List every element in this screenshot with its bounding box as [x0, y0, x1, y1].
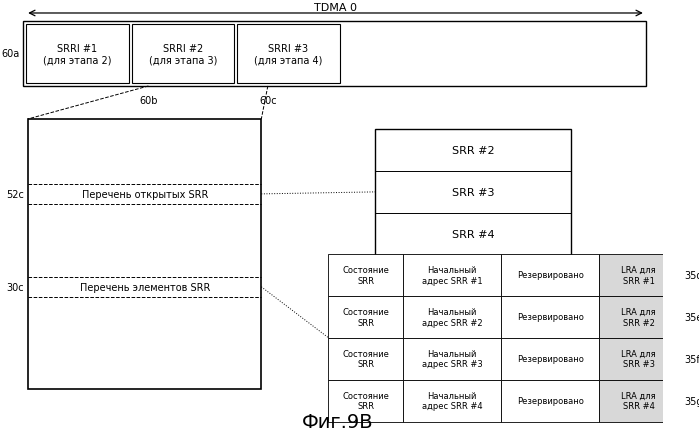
Text: Начальный
адрес SRR #2: Начальный адрес SRR #2: [421, 307, 482, 327]
Bar: [501, 380, 599, 422]
Bar: [329, 296, 403, 338]
Text: Резервировано: Резервировано: [517, 355, 584, 363]
Bar: [23, 22, 646, 87]
Bar: [329, 380, 403, 422]
Text: 30c: 30c: [7, 282, 24, 292]
Bar: [403, 254, 501, 296]
Text: Начальный
адрес SRR #3: Начальный адрес SRR #3: [421, 349, 482, 368]
Text: Резервировано: Резервировано: [517, 396, 584, 405]
Bar: [403, 338, 501, 380]
Bar: [501, 338, 599, 380]
Text: Начальный
адрес SRR #4: Начальный адрес SRR #4: [421, 391, 482, 411]
Text: LRA для
SRR #2: LRA для SRR #2: [621, 307, 656, 327]
Bar: [403, 296, 501, 338]
Bar: [599, 338, 678, 380]
Text: Состояние
SRR: Состояние SRR: [343, 307, 389, 327]
Text: Перечень элементов SRR: Перечень элементов SRR: [80, 282, 210, 292]
Text: 60c: 60c: [259, 96, 277, 106]
Text: Перечень открытых SRR: Перечень открытых SRR: [82, 190, 208, 200]
Bar: [375, 130, 571, 255]
Text: SRRI #3
(для этапа 4): SRRI #3 (для этапа 4): [254, 43, 322, 65]
Text: SRRI #2
(для этапа 3): SRRI #2 (для этапа 3): [149, 43, 217, 65]
Text: SRR #4: SRR #4: [452, 229, 494, 239]
Bar: [28, 120, 261, 389]
Text: 60b: 60b: [139, 96, 158, 106]
Text: 35g: 35g: [684, 396, 699, 406]
Bar: [131, 25, 234, 84]
Text: Состояние
SRR: Состояние SRR: [343, 266, 389, 285]
Text: SRRI #1
(для этапа 2): SRRI #1 (для этапа 2): [43, 43, 112, 65]
Text: 60a: 60a: [1, 49, 20, 59]
Text: Фиг.9B: Фиг.9B: [301, 412, 373, 431]
Text: Начальный
адрес SRR #1: Начальный адрес SRR #1: [421, 266, 482, 285]
Bar: [501, 254, 599, 296]
Bar: [329, 254, 403, 296]
Text: Состояние
SRR: Состояние SRR: [343, 391, 389, 411]
Text: 35d: 35d: [684, 270, 699, 280]
Text: TDMA 0: TDMA 0: [314, 3, 357, 13]
Text: 52c: 52c: [6, 190, 24, 200]
Text: Состояние
SRR: Состояние SRR: [343, 349, 389, 368]
Text: SRR #2: SRR #2: [452, 145, 494, 155]
Bar: [599, 380, 678, 422]
Text: 35e: 35e: [684, 312, 699, 322]
Text: LRA для
SRR #3: LRA для SRR #3: [621, 349, 656, 368]
Text: LRA для
SRR #1: LRA для SRR #1: [621, 266, 656, 285]
Bar: [26, 25, 129, 84]
Bar: [237, 25, 340, 84]
Bar: [599, 254, 678, 296]
Bar: [403, 380, 501, 422]
Text: 35f: 35f: [684, 354, 699, 364]
Text: LRA для
SRR #4: LRA для SRR #4: [621, 391, 656, 411]
Bar: [599, 296, 678, 338]
Text: SRR #3: SRR #3: [452, 187, 494, 197]
Bar: [501, 296, 599, 338]
Bar: [329, 338, 403, 380]
Text: Резервировано: Резервировано: [517, 271, 584, 279]
Text: Резервировано: Резервировано: [517, 312, 584, 322]
